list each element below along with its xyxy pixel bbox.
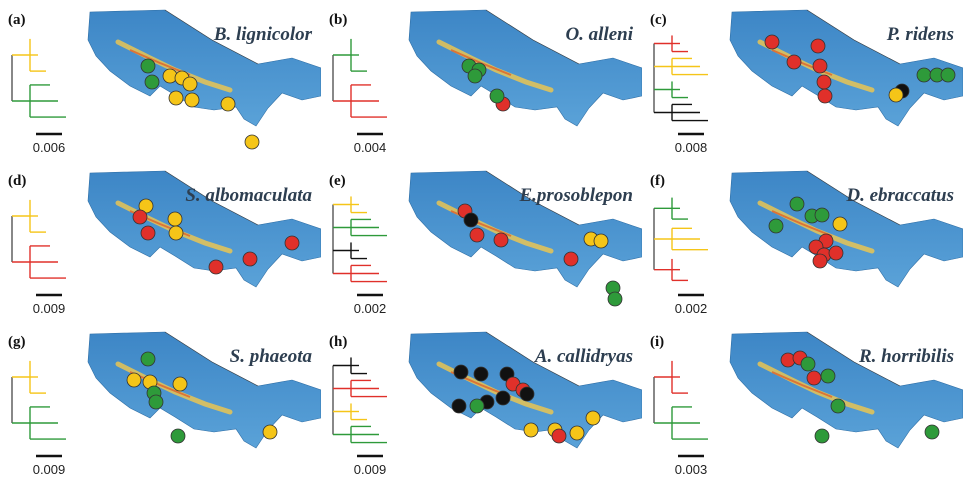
locality-dot (470, 399, 484, 413)
species-name: S. albomaculata (185, 185, 312, 206)
locality-dot (608, 292, 622, 306)
locality-dot (494, 233, 508, 247)
panel-label: (b) (329, 12, 347, 28)
panel-label: (i) (650, 334, 664, 350)
locality-dot (285, 236, 299, 250)
locality-dot (941, 68, 955, 82)
locality-dot (769, 219, 783, 233)
panel: (g) S. phaeota 0.009 (8, 332, 321, 477)
panel: (f) D. ebraccatus 0.002 (650, 171, 963, 316)
species-name: S. phaeota (230, 346, 313, 367)
locality-dot (173, 377, 187, 391)
locality-dot (889, 88, 903, 102)
scale-label: 0.004 (354, 140, 387, 155)
species-name: P. ridens (886, 24, 954, 45)
locality-dot (818, 89, 832, 103)
locality-dot (815, 429, 829, 443)
panel-label: (h) (329, 334, 347, 350)
locality-dot (787, 55, 801, 69)
locality-dot (496, 391, 510, 405)
locality-dot (564, 252, 578, 266)
panel-label: (e) (329, 173, 346, 189)
locality-dot (141, 226, 155, 240)
locality-dot (171, 429, 185, 443)
locality-dot (765, 35, 779, 49)
panel: (i) R. horribilis 0.003 (650, 332, 963, 477)
locality-dot (831, 399, 845, 413)
locality-dot (790, 197, 804, 211)
locality-dot (490, 89, 504, 103)
locality-dot (801, 357, 815, 371)
locality-dot (243, 252, 257, 266)
scale-label: 0.009 (33, 301, 66, 316)
panel: (b) O. alleni 0.004 (329, 10, 642, 155)
locality-dot (833, 217, 847, 231)
locality-dot (815, 208, 829, 222)
panel: (e) E.prosoblepon 0.002 (329, 171, 642, 316)
species-name: B. lignicolor (213, 24, 313, 45)
locality-dot (452, 399, 466, 413)
locality-dot (807, 371, 821, 385)
locality-dot (524, 423, 538, 437)
locality-dot (925, 425, 939, 439)
locality-dot (183, 77, 197, 91)
panel-label: (f) (650, 173, 665, 189)
panel: (c) P. ridens 0.008 (650, 10, 963, 155)
locality-dot (149, 395, 163, 409)
species-name: A. callidryas (534, 346, 633, 367)
locality-dot (811, 39, 825, 53)
scale-label: 0.002 (675, 301, 708, 316)
locality-dot (594, 234, 608, 248)
panel: (d) S. albomaculata 0.009 (8, 171, 321, 316)
locality-dot (454, 365, 468, 379)
species-name: O. alleni (565, 24, 633, 45)
locality-dot (570, 426, 584, 440)
locality-dot (245, 135, 259, 149)
figure: (a) B. lignicolor 0.006 (b) O. alleni 0.004 (c… (0, 0, 964, 484)
locality-dot (817, 75, 831, 89)
locality-dot (185, 93, 199, 107)
species-name: E.prosoblepon (519, 185, 634, 206)
panel: (a) B. lignicolor 0.006 (8, 10, 321, 155)
panel-label: (c) (650, 12, 667, 28)
locality-dot (813, 254, 827, 268)
locality-dot (586, 411, 600, 425)
locality-dot (917, 68, 931, 82)
panel-label: (a) (8, 12, 26, 28)
locality-dot (821, 369, 835, 383)
locality-dot (141, 59, 155, 73)
scale-label: 0.008 (675, 140, 708, 155)
locality-dot (468, 69, 482, 83)
panel-label: (d) (8, 173, 26, 189)
locality-dot (464, 213, 478, 227)
locality-dot (474, 367, 488, 381)
scale-label: 0.009 (33, 462, 66, 477)
scale-label: 0.009 (354, 462, 387, 477)
locality-dot (263, 425, 277, 439)
scale-label: 0.002 (354, 301, 387, 316)
locality-dot (145, 75, 159, 89)
locality-dot (169, 226, 183, 240)
locality-dot (221, 97, 235, 111)
locality-dot (169, 91, 183, 105)
species-name: D. ebraccatus (845, 185, 954, 206)
locality-dot (829, 246, 843, 260)
panel-label: (g) (8, 334, 26, 350)
scale-label: 0.003 (675, 462, 708, 477)
scale-label: 0.006 (33, 140, 66, 155)
locality-dot (209, 260, 223, 274)
locality-dot (520, 387, 534, 401)
species-name: R. horribilis (858, 346, 954, 367)
locality-dot (133, 210, 147, 224)
locality-dot (141, 352, 155, 366)
locality-dot (813, 59, 827, 73)
locality-dot (168, 212, 182, 226)
locality-dot (127, 373, 141, 387)
locality-dot (470, 228, 484, 242)
panel: (h) A. callidryas 0.009 (329, 332, 642, 477)
locality-dot (552, 429, 566, 443)
